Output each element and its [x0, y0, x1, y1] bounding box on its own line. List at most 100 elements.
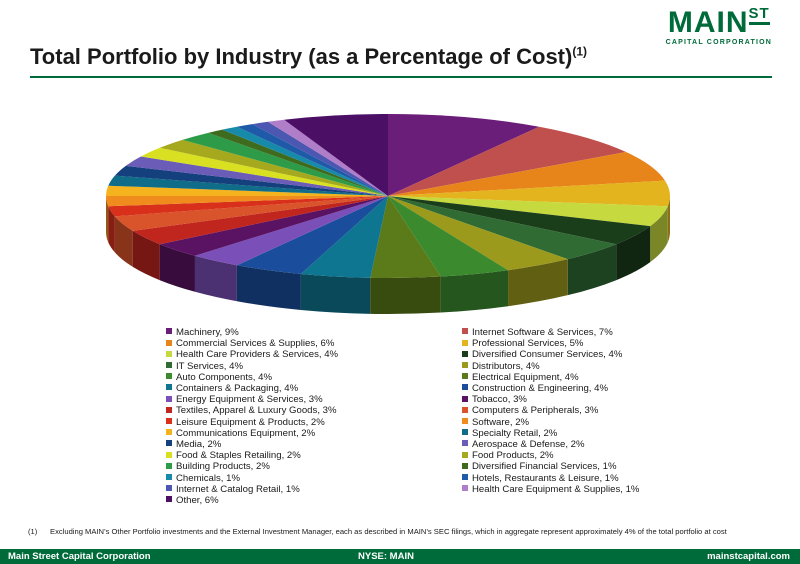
legend-item: Distributors, 4% [462, 361, 540, 372]
legend-label: Diversified Financial Services, 1% [472, 461, 617, 473]
legend-swatch [462, 362, 468, 369]
logo-wordmark: MAINST [666, 5, 772, 39]
legend-item: Leisure Equipment & Products, 2% [166, 417, 325, 428]
pie-slice-diversified-financial-services [208, 129, 388, 196]
legend-item: Commercial Services & Supplies, 6% [166, 338, 334, 349]
legend-item: Energy Equipment & Services, 3% [166, 394, 323, 405]
pie-side-auto-components [440, 270, 509, 313]
legend-item: Media, 2% [166, 439, 221, 450]
pie-slice-distributors [388, 196, 568, 271]
legend-item: Auto Components, 4% [166, 372, 272, 383]
legend-item: Internet & Catalog Retail, 1% [166, 484, 300, 495]
legend-label: Commercial Services & Supplies, 6% [176, 338, 335, 350]
legend-label: Construction & Engineering, 4% [472, 383, 608, 394]
legend-label: Auto Components, 4% [176, 371, 272, 383]
pie-slice-energy-equipment-services [194, 196, 388, 266]
legend-label: Leisure Equipment & Products, 2% [176, 416, 325, 428]
legend-swatch [166, 362, 172, 369]
legend-item: Health Care Providers & Services, 4% [166, 349, 338, 360]
legend-item: Professional Services, 5% [462, 338, 583, 349]
pie-side-health-care-providers-services [650, 206, 668, 263]
pie-side-containers-packaging [300, 273, 371, 314]
logo-subtitle: CAPITAL CORPORATION [665, 39, 772, 46]
legend-swatch [166, 406, 172, 413]
pie-side-diversified-consumer-services [616, 226, 651, 281]
legend-swatch [166, 440, 172, 447]
pie-slice-internet-catalog-retail [252, 121, 388, 196]
legend-item: Hotels, Restaurants & Leisure, 1% [462, 473, 619, 484]
pie-slice-professional-services [388, 180, 670, 207]
legend-swatch [462, 339, 468, 346]
legend-label: Textiles, Apparel & Luxury Goods, 3% [176, 405, 337, 417]
legend-label: Machinery, 9% [176, 327, 239, 338]
legend-item: IT Services, 4% [166, 361, 243, 372]
legend-item: Construction & Engineering, 4% [462, 383, 608, 394]
pie-side-textiles-apparel-luxury-goods [132, 230, 160, 281]
page-title-text: Total Portfolio by Industry (as a Percen… [30, 44, 573, 69]
legend-swatch [462, 406, 468, 413]
pie-side-computers-peripherals [114, 216, 133, 267]
pie-slice-food-staples-retailing [140, 147, 388, 196]
legend-item: Textiles, Apparel & Luxury Goods, 3% [166, 405, 337, 416]
legend-item: Containers & Packaging, 4% [166, 383, 298, 394]
pie-slice-food-products [159, 139, 388, 196]
legend-swatch [462, 395, 468, 402]
legend-swatch [166, 429, 172, 436]
legend-item: Building Products, 2% [166, 461, 270, 472]
logo-main-text: MAIN [667, 6, 749, 39]
pie-slice-diversified-consumer-services [388, 196, 651, 245]
pie-slice-computers-peripherals [114, 196, 388, 231]
legend-swatch [462, 418, 468, 425]
legend-label: Diversified Consumer Services, 4% [472, 349, 623, 361]
legend-item: Communications Equipment, 2% [166, 428, 315, 439]
legend-swatch [166, 328, 172, 335]
legend-swatch [166, 462, 172, 469]
legend-item: Software, 2% [462, 417, 529, 428]
legend-label: Internet & Catalog Retail, 1% [176, 483, 300, 495]
footnote-text: Excluding MAIN’s Other Portfolio investm… [50, 527, 727, 536]
legend-item: Electrical Equipment, 4% [462, 372, 579, 383]
pie-side-it-services [567, 244, 617, 296]
pie-slice-specialty-retail [108, 175, 388, 196]
pie-side-tobacco [159, 244, 195, 292]
footnote-number: (1) [28, 527, 38, 536]
legend-label: Media, 2% [176, 439, 222, 450]
legend-label: Building Products, 2% [176, 461, 270, 473]
legend-item: Other, 6% [166, 495, 219, 506]
legend-label: Hotels, Restaurants & Leisure, 1% [472, 472, 619, 484]
footer-ticker: NYSE: MAIN [358, 551, 414, 562]
pie-slice-software [106, 196, 388, 207]
legend-label: Tobacco, 3% [472, 394, 527, 406]
pie-side-energy-equipment-services [194, 255, 237, 302]
legend-swatch [166, 418, 172, 425]
pie-side-professional-services [667, 196, 670, 243]
pie-slice-hotels-restaurants-leisure [236, 124, 388, 196]
legend-label: Professional Services, 5% [472, 338, 584, 350]
footer-company: Main Street Capital Corporation [8, 551, 151, 562]
pie-side-distributors [508, 259, 568, 307]
logo-st-text: ST [748, 5, 770, 25]
legend-label: Chemicals, 1% [176, 472, 240, 484]
pie-slice-construction-engineering [236, 196, 388, 274]
pie-slice-leisure-equipment-products [108, 196, 388, 217]
legend-label: Communications Equipment, 2% [176, 427, 316, 439]
legend-item: Chemicals, 1% [166, 473, 240, 484]
legend-swatch [166, 373, 172, 380]
legend-item: Food Products, 2% [462, 450, 554, 461]
legend-swatch [462, 350, 468, 357]
legend-swatch [166, 350, 172, 357]
pie-slice-health-care-providers-services [388, 196, 668, 227]
legend-swatch [462, 384, 468, 391]
footer-website: mainstcapital.com [707, 551, 790, 562]
pie-slice-communications-equipment [106, 185, 388, 196]
title-divider [30, 76, 772, 78]
legend-label: Aerospace & Defense, 2% [472, 439, 585, 450]
legend-swatch [166, 384, 172, 391]
pie-slice-aerospace-defense [125, 156, 388, 196]
legend-swatch [462, 462, 468, 469]
legend-label: Food & Staples Retailing, 2% [176, 450, 301, 462]
legend-swatch [462, 451, 468, 458]
legend-label: Health Care Equipment & Supplies, 1% [472, 483, 640, 495]
legend-label: Computers & Peripherals, 3% [472, 405, 599, 417]
legend-label: Specialty Retail, 2% [472, 427, 558, 439]
